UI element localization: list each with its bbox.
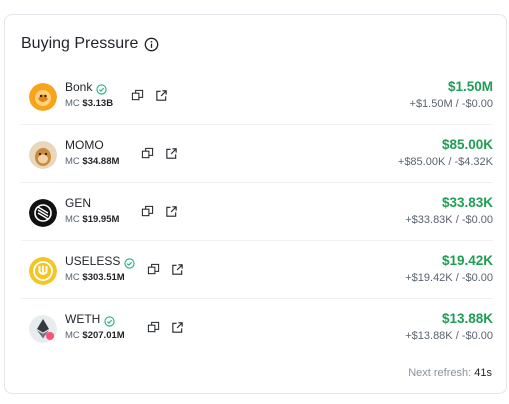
buy-amount: $33.83K: [441, 195, 493, 210]
token-row-useless[interactable]: USELESS MC $303.51M $19.42K: [21, 241, 493, 299]
token-list: Bonk MC $3.13B $1.50M +$1.: [21, 67, 493, 356]
buy-amount: $1.50M: [447, 79, 493, 94]
external-link-icon[interactable]: [165, 205, 178, 218]
useless-logo: [29, 257, 57, 285]
row-actions: [131, 89, 168, 102]
market-cap: MC $303.51M: [65, 272, 125, 283]
token-row-gen[interactable]: GEN MC $19.95M $33.83K +$33.83K / -$0.00: [21, 183, 493, 241]
market-cap: MC $3.13B: [65, 98, 114, 109]
external-link-icon[interactable]: [171, 263, 184, 276]
copy-icon[interactable]: [141, 147, 154, 160]
token-name: GEN: [65, 196, 92, 210]
market-cap: MC $19.95M: [65, 214, 120, 225]
copy-icon[interactable]: [147, 263, 160, 276]
external-link-icon[interactable]: [171, 321, 184, 334]
token-name: Bonk: [65, 80, 93, 94]
copy-icon[interactable]: [147, 321, 160, 334]
row-actions: [141, 205, 178, 218]
card-title: Buying Pressure: [21, 35, 139, 52]
buy-sell-flow: +$85.00K / -$4.32K: [397, 156, 493, 168]
buy-amount: $19.42K: [441, 253, 493, 268]
market-cap-value: $207.01M: [82, 330, 125, 341]
market-cap-value: $19.95M: [82, 214, 120, 225]
row-actions: [147, 263, 184, 276]
market-cap-value: $34.88M: [82, 156, 120, 167]
refresh-timer: Next refresh: 41s: [408, 367, 492, 379]
buy-sell-flow: +$1.50M / -$0.00: [409, 98, 493, 110]
copy-icon[interactable]: [141, 205, 154, 218]
market-cap: MC $34.88M: [65, 156, 120, 167]
token-row-momo[interactable]: MOMO MC $34.88M $85.00K +$85.00K / -$4.3…: [21, 125, 493, 183]
verified-check-icon: [104, 314, 115, 327]
momo-logo: [29, 141, 57, 169]
external-link-icon[interactable]: [155, 89, 168, 102]
copy-icon[interactable]: [131, 89, 144, 102]
external-link-icon[interactable]: [165, 147, 178, 160]
token-name: USELESS: [65, 254, 121, 268]
token-name: WETH: [65, 312, 101, 326]
token-name: MOMO: [65, 138, 104, 152]
verified-check-icon: [124, 256, 135, 269]
info-circle-icon[interactable]: [144, 37, 159, 52]
buy-sell-flow: +$19.42K / -$0.00: [405, 272, 493, 284]
market-cap: MC $207.01M: [65, 330, 125, 341]
buy-amount: $13.88K: [441, 311, 493, 326]
market-cap-value: $3.13B: [82, 98, 114, 109]
market-cap-value: $303.51M: [82, 272, 125, 283]
verified-check-icon: [96, 82, 107, 95]
row-actions: [141, 147, 178, 160]
bonk-logo: [29, 83, 57, 111]
token-row-weth[interactable]: WETH MC $207.01M $13.88K +: [21, 299, 493, 356]
weth-logo: [29, 315, 57, 343]
refresh-label: Next refresh:: [408, 367, 472, 379]
row-actions: [147, 321, 184, 334]
buy-amount: $85.00K: [441, 137, 493, 152]
gen-logo: [29, 199, 57, 227]
token-row-bonk[interactable]: Bonk MC $3.13B $1.50M +$1.: [21, 67, 493, 125]
refresh-countdown: 41s: [474, 367, 492, 379]
buy-sell-flow: +$13.88K / -$0.00: [405, 330, 493, 342]
card-header: Buying Pressure: [21, 35, 159, 53]
buy-sell-flow: +$33.83K / -$0.00: [405, 214, 493, 226]
buying-pressure-card: Buying Pressure Bo: [4, 14, 507, 394]
